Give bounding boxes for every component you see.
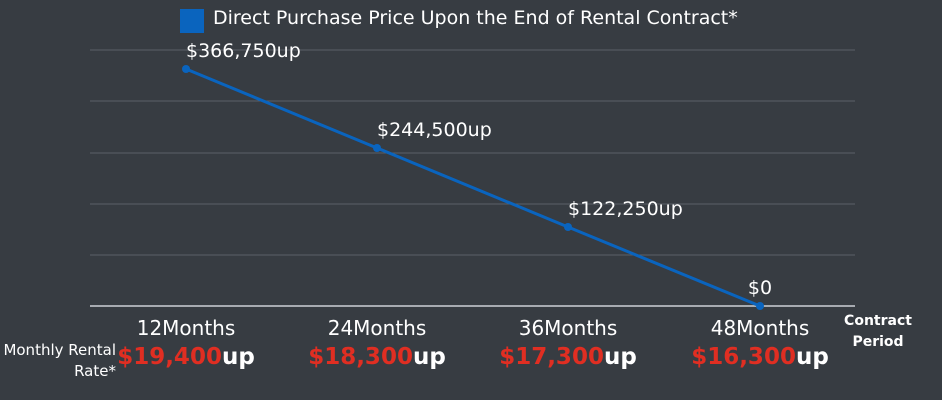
legend-swatch [180, 9, 204, 33]
data-label: $122,250up [568, 198, 683, 220]
rental-rate-suffix: up [221, 344, 255, 370]
x-tick-label: 36Months [518, 316, 618, 340]
data-label: $366,750up [186, 40, 301, 62]
rental-rate: $19,400up [101, 344, 271, 370]
x-tick-label: 12Months [136, 316, 236, 340]
series-line [185, 67, 761, 308]
rental-rate-amount: $17,300 [499, 344, 604, 370]
data-label: $244,500up [377, 119, 492, 141]
data-point [182, 65, 190, 73]
rental-rate-amount: $18,300 [308, 344, 413, 370]
rental-rate-amount: $16,300 [691, 344, 796, 370]
data-label: $0 [748, 277, 772, 299]
rental-rate: $17,300up [483, 344, 653, 370]
x-tick-label: 24Months [327, 316, 427, 340]
x-axis-title: Contract Period [844, 313, 912, 350]
gridlines [90, 49, 855, 256]
legend-label: Direct Purchase Price Upon the End of Re… [213, 7, 738, 29]
data-point [756, 302, 764, 310]
data-point [564, 223, 572, 231]
rental-rate: $18,300up [292, 344, 462, 370]
series-direct-purchase-price [182, 65, 764, 310]
rental-rate: $16,300up [675, 344, 845, 370]
rental-rate-suffix: up [795, 344, 829, 370]
rental-rate-suffix: up [412, 344, 446, 370]
data-point [373, 144, 381, 152]
x-tick-label: 48Months [710, 316, 810, 340]
rental-rate-suffix: up [603, 344, 637, 370]
rental-rate-title: Monthly Rental Rate* [3, 341, 116, 380]
rental-rate-amount: $19,400 [117, 344, 222, 370]
data-labels: $366,750up $244,500up $122,250up $0 [186, 40, 772, 299]
